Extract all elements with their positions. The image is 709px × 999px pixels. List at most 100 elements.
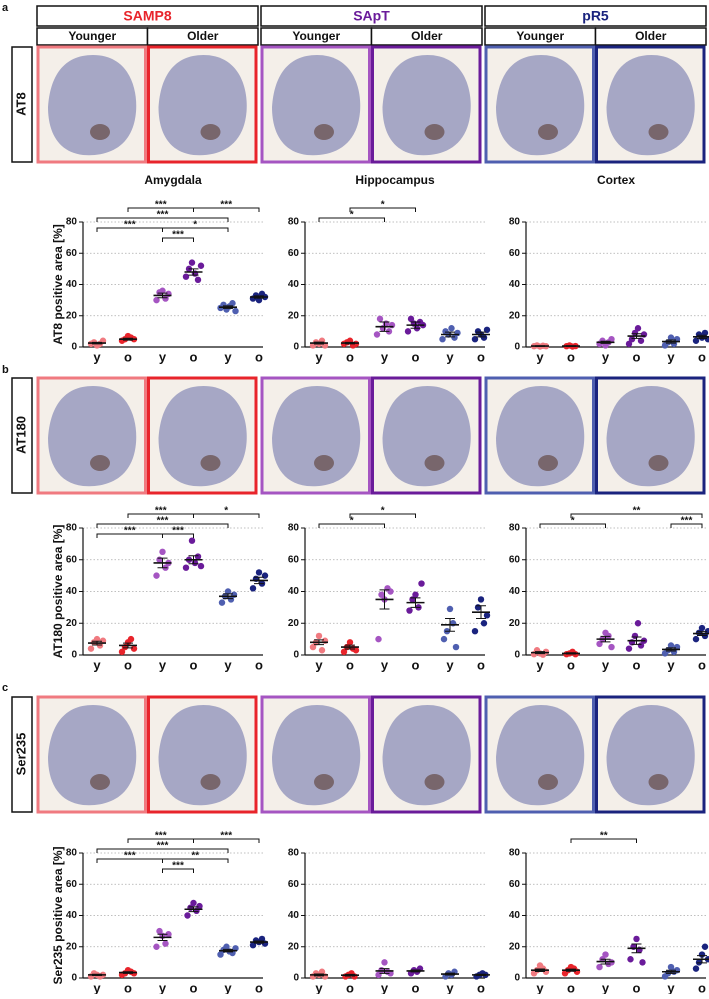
- age-label: Younger: [292, 29, 340, 43]
- x-tick-label: y: [315, 349, 323, 364]
- significance-label: ***: [124, 526, 136, 537]
- stain-label: AT180: [13, 416, 28, 454]
- age-label: Older: [635, 29, 667, 43]
- significance-bracket: [570, 838, 637, 843]
- sem-bar: [600, 958, 611, 965]
- age-box: [370, 27, 483, 46]
- significance-label: ***: [220, 200, 232, 211]
- x-tick-label: y: [536, 657, 544, 672]
- x-tick-label: o: [477, 657, 485, 672]
- data-point: [692, 965, 700, 972]
- y-axis-label: Ser235 positive area [%]: [51, 846, 65, 984]
- data-point: [631, 632, 639, 640]
- y-tick-label: 80: [66, 523, 78, 534]
- significance-bracket: [570, 513, 703, 518]
- data-point: [194, 553, 202, 560]
- data-point: [315, 632, 323, 640]
- brain-region: [200, 774, 221, 790]
- x-tick-label: y: [446, 657, 454, 672]
- stain-label: Ser235: [13, 733, 28, 776]
- data-point: [194, 276, 202, 284]
- x-tick-label: o: [567, 657, 575, 672]
- data-point: [188, 537, 196, 544]
- y-tick-label: 80: [288, 217, 300, 228]
- y-tick-label: 60: [288, 879, 300, 890]
- x-tick-label: o: [477, 980, 485, 994]
- panel-letter: c: [2, 682, 8, 694]
- brain-slice: [48, 386, 137, 487]
- data-point: [596, 963, 603, 971]
- x-tick-label: y: [224, 980, 232, 994]
- y-tick-label: 60: [66, 554, 78, 565]
- x-tick-label: o: [698, 349, 706, 364]
- data-point: [376, 315, 384, 323]
- sem-bar: [666, 969, 676, 974]
- y-tick-label: 40: [509, 586, 521, 597]
- x-tick-label: y: [93, 349, 101, 364]
- x-tick-label: o: [633, 980, 641, 994]
- data-point: [227, 596, 235, 603]
- data-point: [196, 902, 203, 910]
- data-point: [218, 599, 226, 606]
- y-tick-label: 40: [288, 910, 300, 921]
- stain-box: [11, 46, 33, 163]
- data-point: [255, 569, 263, 576]
- x-tick-label: o: [633, 349, 641, 364]
- sem-bar: [188, 906, 199, 913]
- brain-slice: [606, 705, 695, 806]
- x-tick-label: o: [124, 657, 132, 672]
- sem-bar: [223, 305, 233, 309]
- y-tick-label: 20: [509, 310, 521, 321]
- significance-label: ***: [124, 851, 136, 862]
- data-point: [439, 335, 446, 343]
- data-point: [159, 287, 166, 294]
- sem-bar: [410, 969, 421, 973]
- y-tick-label: 40: [288, 279, 300, 290]
- y-tick-label: 60: [66, 879, 78, 890]
- age-box: [594, 27, 707, 46]
- x-tick-label: o: [190, 349, 198, 364]
- y-tick-label: 80: [66, 217, 78, 228]
- significance-label: ***: [172, 861, 184, 872]
- brain-slice: [496, 705, 585, 806]
- sem-bar: [123, 337, 133, 341]
- data-point: [373, 331, 381, 338]
- x-tick-label: o: [190, 657, 198, 672]
- y-tick-label: 60: [509, 879, 521, 890]
- x-tick-label: y: [667, 980, 675, 994]
- sem-bar: [697, 334, 707, 339]
- brain-slice: [158, 386, 247, 487]
- data-point: [378, 591, 385, 598]
- panel-letter: b: [2, 364, 9, 376]
- data-point: [217, 951, 224, 958]
- data-point: [480, 620, 488, 627]
- data-point: [352, 647, 360, 654]
- sem-bar: [157, 933, 168, 941]
- data-point: [483, 326, 491, 334]
- significance-bracket: [162, 227, 229, 232]
- y-tick-label: 60: [66, 248, 78, 259]
- sem-bar: [379, 589, 390, 610]
- data-point: [667, 963, 675, 971]
- significance-label: ***: [155, 831, 167, 842]
- group-label: pR5: [582, 8, 609, 24]
- x-tick-label: y: [315, 657, 323, 672]
- significance-label: ***: [172, 526, 184, 537]
- x-tick-label: y: [224, 349, 232, 364]
- sem-bar: [600, 340, 611, 344]
- x-tick-label: y: [667, 657, 675, 672]
- y-tick-label: 20: [66, 618, 78, 629]
- data-point: [232, 307, 239, 315]
- data-point: [130, 645, 138, 652]
- data-point: [404, 328, 412, 335]
- age-label: Younger: [516, 29, 564, 43]
- sem-bar: [566, 652, 576, 655]
- sem-bar: [123, 642, 133, 649]
- data-point: [224, 588, 232, 595]
- significance-bracket: [193, 838, 260, 843]
- x-tick-label: o: [190, 980, 198, 994]
- x-tick-label: o: [124, 980, 132, 994]
- y-tick-label: 20: [66, 941, 78, 952]
- significance-label: ***: [172, 230, 184, 241]
- y-tick-label: 40: [66, 910, 78, 921]
